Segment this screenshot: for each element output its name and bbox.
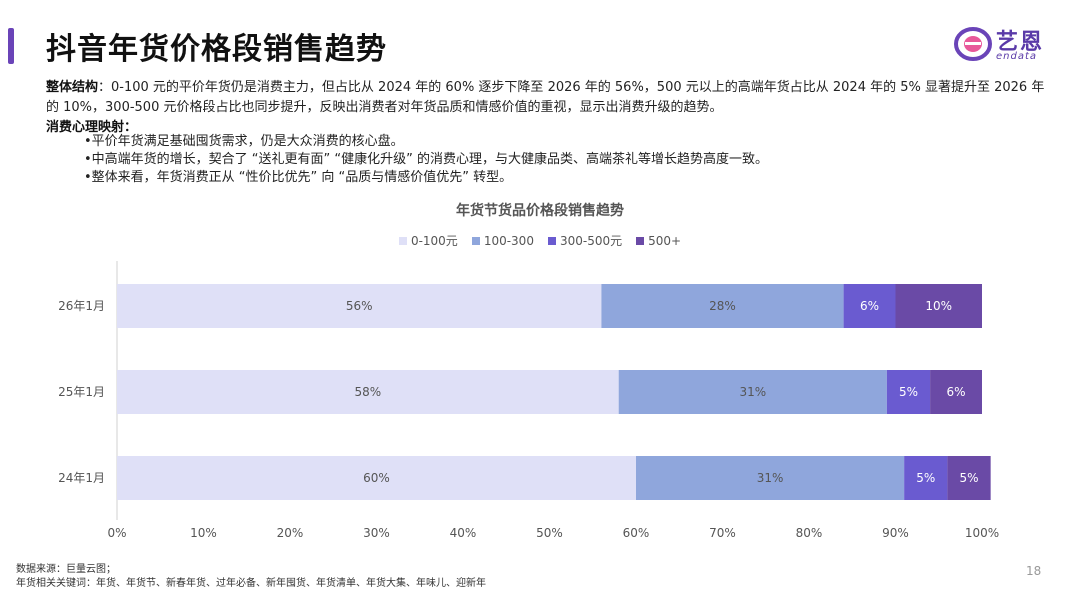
summary-paragraph: 整体结构：0-100 元的平价年货仍是消费主力，但占比从 2024 年的 60%…	[46, 78, 1050, 118]
data-label: 31%	[757, 471, 784, 485]
legend-label: 300-500元	[559, 234, 623, 248]
legend-item: 500+	[636, 232, 681, 249]
bar-segment	[117, 284, 602, 328]
bar-segment	[930, 370, 982, 414]
data-label: 5%	[960, 471, 979, 485]
chart-title: 年货节货品价格段销售趋势	[456, 203, 624, 219]
bar-segment	[618, 370, 887, 414]
category-label: 24年1月	[58, 471, 105, 485]
footer: 数据来源：巨量云图； 年货相关关键词：年货、年货节、新春年货、过年必备、新年囤货…	[16, 563, 486, 591]
bar-segment	[895, 284, 982, 328]
legend-label: 0-100元	[410, 234, 458, 248]
data-label: 6%	[860, 299, 879, 313]
x-tick-label: 80%	[796, 526, 823, 540]
data-label: 56%	[346, 299, 373, 313]
data-label: 6%	[947, 385, 966, 399]
x-tick-label: 10%	[190, 526, 217, 540]
psych-bullet: •平价年货满足基础囤货需求，仍是大众消费的核心盘。	[84, 134, 404, 149]
x-tick-label: 0%	[107, 526, 126, 540]
legend-swatch	[547, 236, 556, 245]
brand-logo: 艺恩 endata	[954, 24, 1054, 64]
title-accent-bar	[8, 28, 14, 64]
page-number: 18	[1026, 564, 1042, 578]
data-label: 31%	[739, 385, 766, 399]
psych-label: 消费心理映射	[46, 120, 125, 135]
bar-segment	[601, 284, 844, 328]
page-title: 抖音年货价格段销售趋势	[46, 32, 387, 67]
x-tick-label: 90%	[882, 526, 909, 540]
data-label: 5%	[899, 385, 918, 399]
legend-item: 300-500元	[547, 232, 623, 249]
endata-logo-icon	[954, 27, 992, 61]
x-tick-label: 20%	[277, 526, 304, 540]
legend-item: 0-100元	[398, 232, 458, 249]
psych-bullet: •中高端年货的增长，契合了 “送礼更有面” “健康化升级” 的消费心理，与大健康…	[84, 152, 769, 167]
data-label: 60%	[363, 471, 390, 485]
category-label: 25年1月	[58, 385, 105, 399]
psych-bullet-list: •平价年货满足基础囤货需求，仍是大众消费的核心盘。 •中高端年货的增长，契合了 …	[84, 133, 1044, 187]
keywords-note: 年货相关关键词：年货、年货节、新春年货、过年必备、新年囤货、年货清单、年货大集、…	[16, 578, 486, 589]
bar-segment	[843, 284, 896, 328]
legend-swatch	[471, 236, 480, 245]
summary-label: 整体结构	[46, 80, 99, 95]
x-tick-label: 50%	[536, 526, 563, 540]
logo-chinese-text: 艺恩	[996, 30, 1045, 55]
data-label: 28%	[709, 299, 736, 313]
legend-label: 500+	[648, 233, 682, 248]
legend-label: 100-300	[483, 233, 534, 248]
psych-bullet: •整体来看，年货消费正从 “性价比优先” 向 “品质与情感价值优先” 转型。	[84, 170, 513, 185]
legend-swatch	[398, 236, 407, 245]
category-label: 26年1月	[58, 299, 105, 313]
data-label: 58%	[355, 385, 382, 399]
logo-english-text: endata	[996, 51, 1038, 62]
psych-heading: 消费心理映射：	[46, 118, 137, 138]
x-tick-label: 60%	[623, 526, 650, 540]
bar-segment	[117, 370, 619, 414]
bar-segment	[947, 456, 991, 500]
bar-segment	[886, 370, 931, 414]
x-tick-label: 70%	[709, 526, 736, 540]
bar-segment	[117, 456, 636, 500]
x-tick-label: 30%	[363, 526, 390, 540]
x-tick-label: 40%	[450, 526, 477, 540]
legend-swatch	[636, 236, 645, 245]
bar-segment	[904, 456, 948, 500]
data-label: 5%	[916, 471, 935, 485]
data-source: 数据来源：巨量云图；	[16, 564, 116, 575]
summary-text: ：0-100 元的平价年货仍是消费主力，但占比从 2024 年的 60% 逐步下…	[46, 80, 1045, 115]
psych-colon: ：	[124, 120, 138, 135]
chart-legend: 0-100元 100-300 300-500元 500+	[0, 232, 1080, 249]
x-tick-label: 100%	[965, 526, 999, 540]
legend-item: 100-300	[471, 232, 534, 249]
bar-segment	[636, 456, 905, 500]
data-label: 10%	[925, 299, 952, 313]
stacked-bar-chart: 26年1月 56% 28% 6% 10% 25年1月 58% 31% 5% 6% 24年1月 60% 3…	[58, 261, 999, 540]
